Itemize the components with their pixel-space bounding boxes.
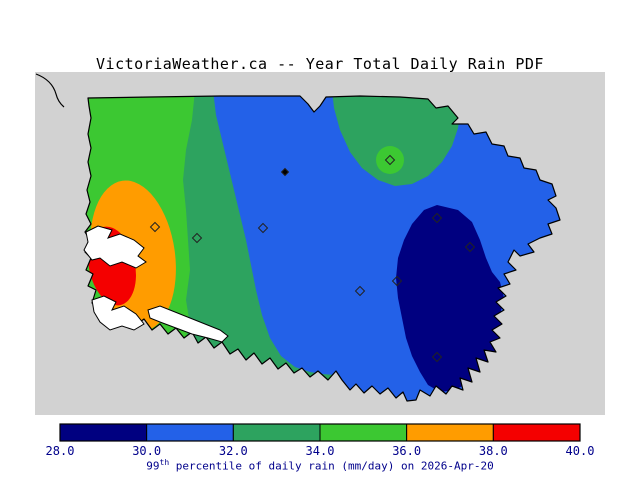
station-markers <box>149 154 476 363</box>
colorbar-caption: 99th percentile of daily rain (mm/day) o… <box>0 458 640 473</box>
station-marker <box>257 222 269 234</box>
contour-region-34-36-local-max <box>376 146 404 174</box>
colorbar-tick-28.0: 28.0 <box>45 444 75 458</box>
colorbar-border <box>59 423 581 442</box>
station-marker <box>354 285 366 297</box>
caption-superscript: th <box>159 458 170 467</box>
caption-text: percentile of daily rain (mm/day) on 202… <box>169 459 494 473</box>
station-marker <box>191 232 203 244</box>
colorbar-segment-34.0-36.0 <box>319 423 408 442</box>
station-marker <box>431 212 443 224</box>
colorbar <box>59 423 581 442</box>
station-marker <box>391 275 403 287</box>
colorbar-segment-38.0-40.0 <box>492 423 581 442</box>
colorbar-tick-30.0: 30.0 <box>132 444 162 458</box>
water-inlet-lower <box>91 295 145 331</box>
station-marker <box>464 241 476 253</box>
colorbar-tick-34.0: 34.0 <box>305 444 335 458</box>
coastline-northwest-fragment <box>35 73 65 108</box>
colorbar-segment-36.0-38.0 <box>406 423 494 442</box>
station-marker <box>384 154 396 166</box>
colorbar-tick-32.0: 32.0 <box>218 444 248 458</box>
colorbar-tick-40.0: 40.0 <box>565 444 595 458</box>
colorbar-segment-30.0-32.0 <box>146 423 234 442</box>
colorbar-tick-36.0: 36.0 <box>392 444 422 458</box>
colorbar-segment-28.0-30.0 <box>59 423 148 442</box>
water-channel-gorge <box>147 305 229 343</box>
station-marker-filled <box>280 167 290 177</box>
station-marker <box>431 351 443 363</box>
caption-percentile: 99 <box>146 459 160 473</box>
station-marker <box>149 221 161 233</box>
colorbar-segment-32.0-34.0 <box>232 423 321 442</box>
map-title: VictoriaWeather.ca -- Year Total Daily R… <box>96 55 544 73</box>
water-inlet-upper <box>83 225 147 269</box>
colorbar-tick-38.0: 38.0 <box>478 444 508 458</box>
contour-region-28-30 <box>396 205 504 392</box>
